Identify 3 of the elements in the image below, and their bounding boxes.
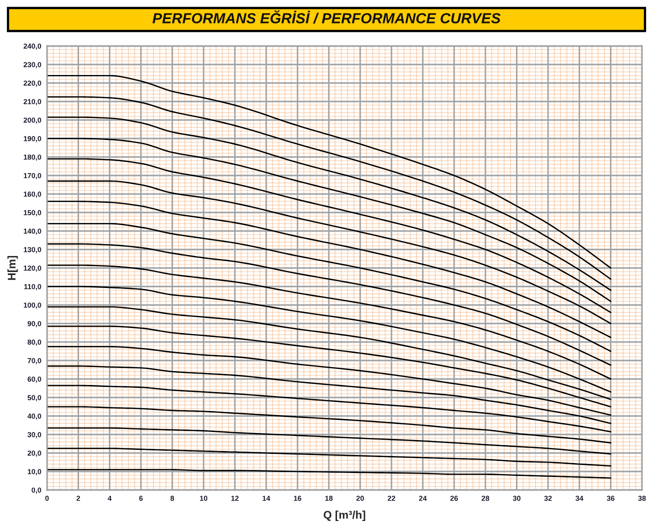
chart-title: PERFORMANS EĞRİSİ / PERFORMANCE CURVES (152, 10, 501, 24)
x-axis-title: Q [m³/h] (324, 510, 366, 521)
y-axis-title: H[m] (7, 256, 18, 280)
